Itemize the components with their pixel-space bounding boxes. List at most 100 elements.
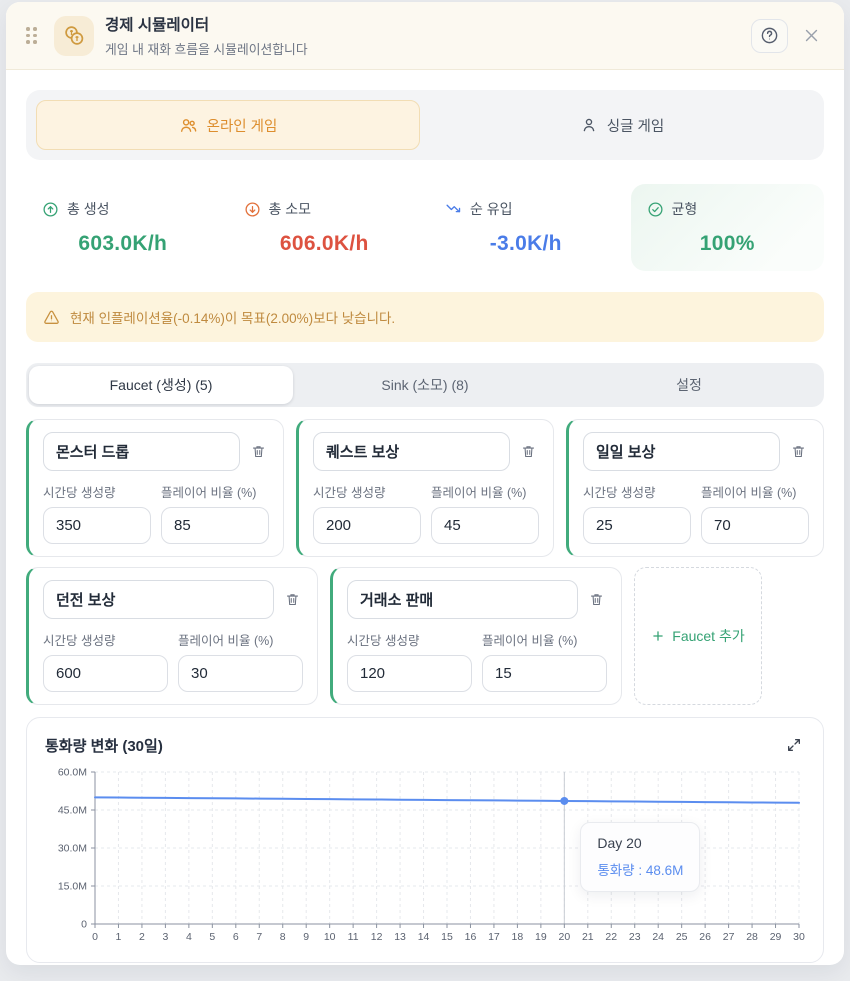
delete-faucet-button[interactable] (518, 441, 539, 462)
svg-text:45.0M: 45.0M (58, 805, 87, 817)
svg-text:21: 21 (582, 931, 594, 943)
faucet-card: 시간당 생성량 플레이어 비율 (%) (566, 419, 824, 557)
chart-area[interactable]: 0 15.0M 30.0M 45.0M 60.0M 0 1 2 3 4 5 6 7 8 9 10 11 12 13 1… (45, 764, 805, 956)
svg-text:18: 18 (512, 931, 524, 943)
tab-faucet[interactable]: Faucet (생성) (5) (29, 366, 293, 404)
stat-value: 606.0K/h (279, 232, 369, 255)
chart-tooltip: Day 20 통화량 : 48.6M (580, 822, 701, 892)
ratio-label: 플레이어 비율 (%) (431, 486, 527, 500)
arrow-up-circle-icon (43, 201, 58, 217)
svg-text:19: 19 (535, 931, 547, 943)
ratio-input[interactable] (161, 507, 269, 544)
svg-text:8: 8 (280, 931, 286, 943)
svg-text:1: 1 (116, 931, 122, 943)
widget-body: 온라인 게임 싱글 게임 총 생성 603.0K/h (6, 70, 844, 965)
ratio-input[interactable] (701, 507, 809, 544)
svg-text:4: 4 (186, 931, 192, 943)
svg-text:12: 12 (371, 931, 383, 943)
svg-text:15.0M: 15.0M (58, 881, 87, 893)
svg-text:29: 29 (770, 931, 782, 943)
svg-text:24: 24 (652, 931, 664, 943)
add-faucet-label: Faucet 추가 (672, 628, 745, 644)
svg-text:9: 9 (303, 931, 309, 943)
svg-text:25: 25 (676, 931, 688, 943)
stat-value: 100% (699, 232, 755, 255)
trash-icon (286, 594, 299, 606)
svg-text:10: 10 (324, 931, 336, 943)
tab-settings[interactable]: 설정 (557, 366, 821, 404)
rate-label: 시간당 생성량 (43, 634, 116, 648)
svg-text:0: 0 (81, 919, 87, 931)
warning-triangle-icon (44, 310, 59, 324)
svg-text:5: 5 (209, 931, 215, 943)
inflation-warning-banner: 현재 인플레이션율(-0.14%)이 목표(2.00%)보다 낮습니다. (26, 292, 824, 342)
page-title: 경제 시뮬레이터 (105, 17, 210, 34)
svg-text:6: 6 (233, 931, 239, 943)
close-button[interactable] (799, 23, 824, 48)
expand-chart-button[interactable] (783, 734, 805, 756)
delete-faucet-button[interactable] (586, 589, 607, 610)
stat-value: 603.0K/h (78, 232, 168, 255)
ratio-input[interactable] (482, 655, 607, 692)
ratio-label: 플레이어 비율 (%) (178, 634, 274, 648)
svg-text:3: 3 (162, 931, 168, 943)
tooltip-value: 통화량 : 48.6M (597, 863, 684, 878)
ratio-input[interactable] (178, 655, 303, 692)
game-mode-selector: 온라인 게임 싱글 게임 (26, 90, 824, 160)
rate-input[interactable] (583, 507, 691, 544)
faucet-name-input[interactable] (583, 432, 780, 471)
stat-total-generation: 총 생성 603.0K/h (26, 184, 220, 271)
svg-text:14: 14 (418, 931, 430, 943)
delete-faucet-button[interactable] (248, 441, 269, 462)
tooltip-day: Day 20 (597, 835, 642, 851)
expand-icon (788, 739, 800, 751)
ratio-label: 플레이어 비율 (%) (482, 634, 578, 648)
chart-title: 통화량 변화 (30일) (45, 737, 163, 755)
stat-total-consumption: 총 소모 606.0K/h (228, 184, 422, 271)
mode-single-game-button[interactable]: 싱글 게임 (430, 100, 814, 150)
trash-icon (590, 594, 603, 606)
svg-text:13: 13 (394, 931, 406, 943)
faucet-name-input[interactable] (43, 432, 240, 471)
svg-text:27: 27 (723, 931, 735, 943)
rate-input[interactable] (43, 507, 151, 544)
svg-text:16: 16 (465, 931, 477, 943)
widget-header: 경제 시뮬레이터 게임 내 재화 흐름을 시뮬레이션합니다 (6, 2, 844, 70)
faucet-name-input[interactable] (43, 580, 274, 619)
delete-faucet-button[interactable] (282, 589, 303, 610)
rate-input[interactable] (313, 507, 421, 544)
help-button[interactable] (751, 18, 788, 53)
rate-input[interactable] (347, 655, 472, 692)
faucet-cards-row-1: 시간당 생성량 플레이어 비율 (%) (26, 419, 824, 557)
svg-text:7: 7 (256, 931, 262, 943)
trash-icon (252, 446, 265, 458)
trash-icon (792, 446, 805, 458)
stat-label: 균형 (671, 201, 698, 217)
svg-text:20: 20 (558, 931, 570, 943)
rate-input[interactable] (43, 655, 168, 692)
faucet-name-input[interactable] (347, 580, 578, 619)
tab-sink[interactable]: Sink (소모) (8) (293, 366, 557, 404)
question-circle-icon (761, 27, 778, 44)
currency-chart-card: 통화량 변화 (30일) 0 15.0M 30.0M 45.0M 60.0M 0 1 2 3 4 5… (26, 717, 824, 963)
rate-label: 시간당 생성량 (43, 486, 116, 500)
user-icon (583, 118, 595, 132)
faucet-card: 시간당 생성량 플레이어 비율 (%) (330, 567, 622, 705)
drag-handle-icon[interactable] (20, 23, 43, 48)
stat-net-inflow: 순 유입 -3.0K/h (429, 184, 623, 271)
faucet-name-input[interactable] (313, 432, 510, 471)
delete-faucet-button[interactable] (788, 441, 809, 462)
add-faucet-button[interactable]: Faucet 추가 (634, 567, 762, 705)
coins-icon (54, 15, 94, 56)
svg-text:15: 15 (441, 931, 453, 943)
svg-text:30.0M: 30.0M (58, 843, 87, 855)
rate-label: 시간당 생성량 (313, 486, 386, 500)
arrow-down-circle-icon (244, 201, 260, 217)
mode-single-label: 싱글 게임 (606, 118, 665, 135)
mode-online-game-button[interactable]: 온라인 게임 (36, 100, 420, 150)
warning-text: 현재 인플레이션율(-0.14%)이 목표(2.00%)보다 낮습니다. (70, 311, 396, 326)
ratio-input[interactable] (431, 507, 539, 544)
svg-text:30: 30 (793, 931, 805, 943)
svg-text:11: 11 (348, 931, 359, 943)
